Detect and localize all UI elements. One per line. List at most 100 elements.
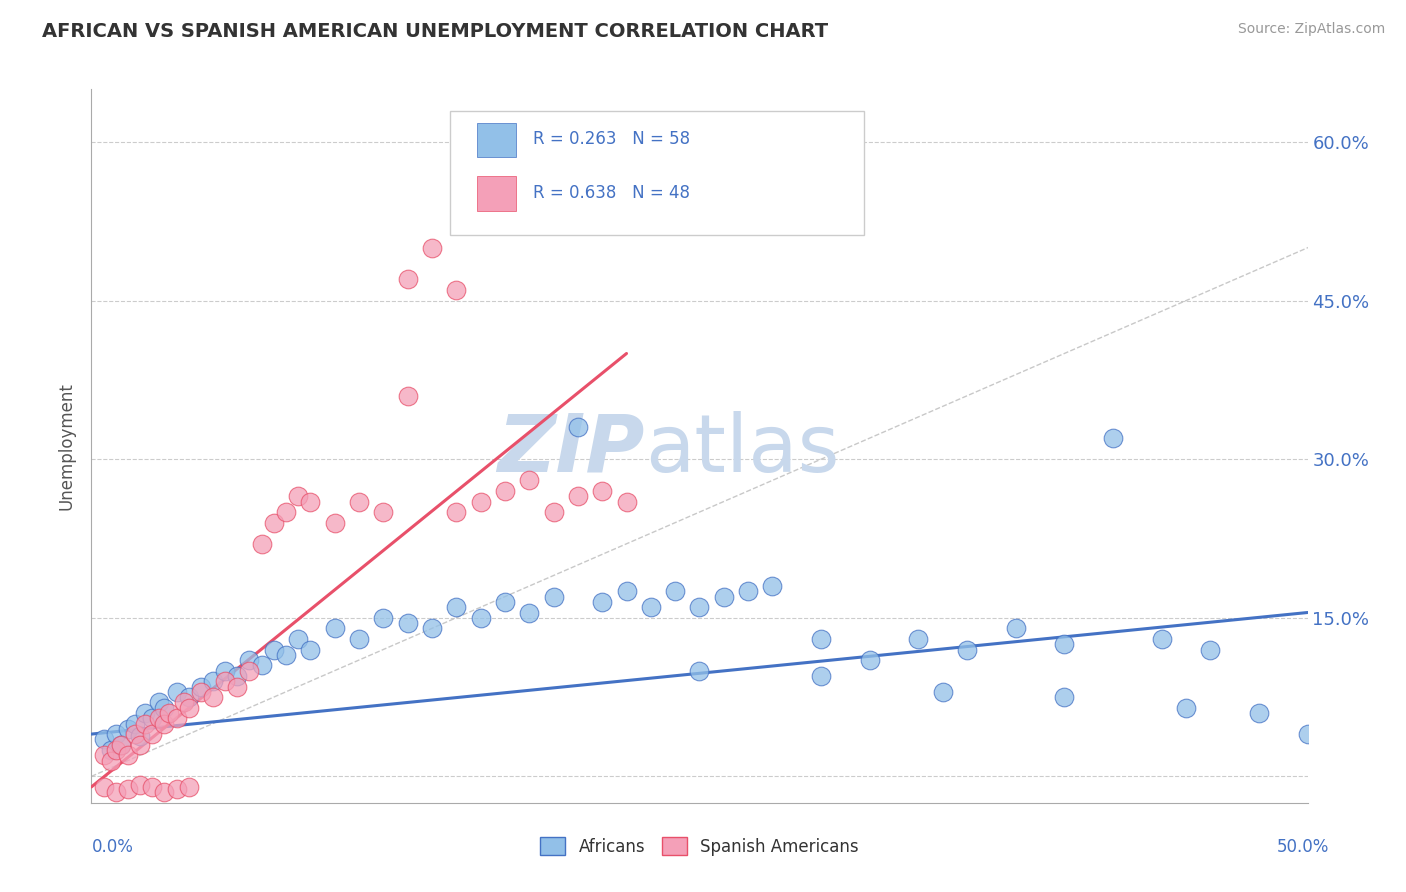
Point (129, 778, 152, 792)
Point (93, 748, 115, 763)
Point (299, 494, 322, 508)
Point (124, 727, 146, 741)
Point (1199, 642, 1222, 657)
Point (250, 537, 273, 551)
Point (859, 653, 882, 667)
Point (1004, 621, 1026, 635)
Point (190, 685, 212, 699)
Point (166, 782, 188, 797)
Point (517, 606, 540, 620)
Point (129, 729, 152, 743)
Point (373, 611, 395, 625)
Point (110, 738, 132, 752)
Text: AFRICAN VS SPANISH AMERICAN UNEMPLOYMENT CORRELATION CHART: AFRICAN VS SPANISH AMERICAN UNEMPLOYMENT… (42, 22, 828, 41)
Point (238, 664, 260, 678)
Y-axis label: Unemployment: Unemployment (58, 382, 76, 510)
Point (470, 611, 492, 625)
Point (141, 780, 163, 794)
Point (202, 674, 225, 689)
Point (141, 711, 163, 725)
Point (664, 584, 686, 599)
Point (737, 584, 759, 599)
Point (470, 494, 492, 508)
Point (396, 272, 419, 286)
Point (494, 483, 516, 498)
Point (263, 516, 285, 530)
Point (420, 621, 443, 635)
FancyBboxPatch shape (450, 111, 863, 235)
Point (761, 579, 783, 593)
Point (591, 483, 613, 498)
Point (517, 474, 540, 488)
Point (177, 690, 200, 704)
Point (100, 743, 122, 757)
Point (640, 600, 662, 615)
Point (166, 685, 188, 699)
Point (173, 695, 195, 709)
Point (1296, 727, 1319, 741)
Text: ZIP: ZIP (498, 410, 645, 489)
Point (93, 780, 115, 794)
Text: R = 0.638   N = 48: R = 0.638 N = 48 (533, 184, 690, 202)
Point (166, 711, 188, 725)
Point (274, 505, 297, 519)
Legend: Africans, Spanish Americans: Africans, Spanish Americans (533, 830, 866, 863)
Point (226, 669, 249, 683)
Point (141, 727, 163, 741)
Point (117, 782, 139, 797)
Point (494, 595, 516, 609)
Point (444, 283, 467, 297)
Point (104, 785, 127, 799)
Point (134, 716, 156, 731)
Point (347, 494, 370, 508)
Point (250, 658, 273, 673)
Text: 0.0%: 0.0% (91, 838, 134, 855)
Point (190, 680, 212, 694)
Point (543, 590, 565, 604)
Point (956, 642, 979, 657)
Point (616, 584, 638, 599)
Point (1102, 431, 1125, 445)
FancyBboxPatch shape (477, 177, 516, 211)
Point (287, 489, 309, 503)
Point (810, 632, 832, 646)
Point (567, 420, 589, 434)
Point (124, 716, 146, 731)
Point (129, 738, 152, 752)
Point (347, 632, 370, 646)
Point (323, 621, 346, 635)
Point (396, 389, 419, 403)
Point (444, 600, 467, 615)
Point (287, 632, 309, 646)
Point (688, 664, 710, 678)
Point (713, 590, 735, 604)
Point (420, 241, 443, 255)
Text: Source: ZipAtlas.com: Source: ZipAtlas.com (1237, 22, 1385, 37)
Text: R = 0.263   N = 58: R = 0.263 N = 58 (533, 130, 690, 148)
Point (323, 516, 346, 530)
Point (104, 743, 127, 757)
Point (1247, 706, 1270, 720)
Point (810, 669, 832, 683)
Point (177, 700, 200, 714)
Point (110, 738, 132, 752)
Point (214, 664, 236, 678)
Point (148, 695, 170, 709)
Point (104, 727, 127, 741)
Point (100, 754, 122, 768)
Point (153, 700, 176, 714)
Point (148, 711, 170, 725)
Point (688, 600, 710, 615)
Point (567, 489, 589, 503)
Point (93, 732, 115, 747)
Point (396, 616, 419, 631)
Point (274, 648, 297, 662)
Point (591, 595, 613, 609)
Point (177, 780, 200, 794)
Point (214, 674, 236, 689)
Point (117, 722, 139, 736)
Point (1150, 632, 1173, 646)
Point (373, 505, 395, 519)
Point (931, 685, 953, 699)
Point (153, 716, 176, 731)
